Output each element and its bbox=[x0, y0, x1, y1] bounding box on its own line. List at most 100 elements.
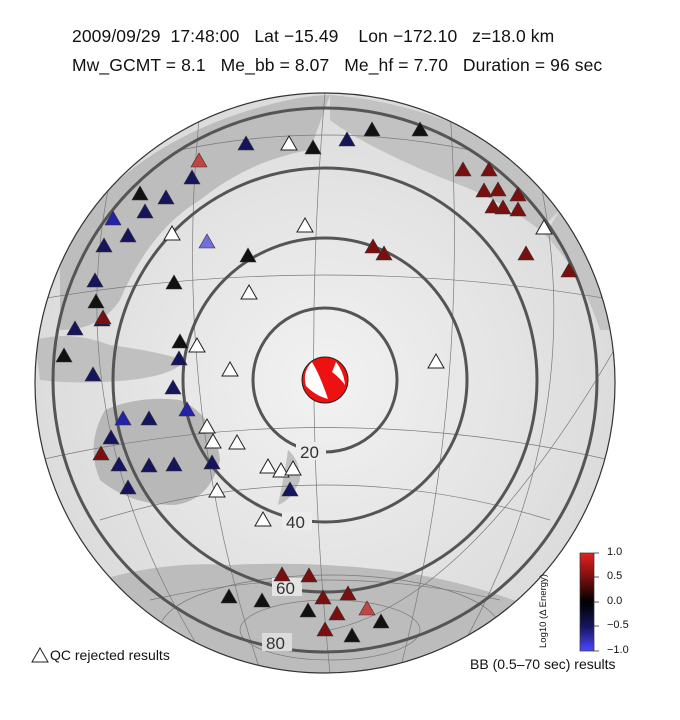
station-triangle-icon bbox=[372, 613, 390, 629]
distance-rings bbox=[51, 106, 599, 654]
station-triangle-icon bbox=[131, 185, 149, 201]
colorbar-axis-label: Log10 (Δ Energy) bbox=[538, 574, 549, 648]
station-triangle-icon bbox=[170, 350, 188, 366]
station-triangle-icon bbox=[304, 139, 322, 155]
ring-label-60: 60 bbox=[276, 579, 295, 598]
station-triangle-icon bbox=[494, 199, 512, 215]
colorbar-tick-label: 0.0 bbox=[607, 595, 623, 607]
bb-results-label: BB (0.5–70 sec) results bbox=[470, 656, 616, 672]
station-rejected-icon bbox=[198, 417, 216, 434]
station-rejected-icon bbox=[296, 216, 314, 233]
station-triangle-icon bbox=[273, 566, 291, 582]
stations-layer bbox=[55, 121, 578, 643]
distance-ring-60 bbox=[111, 166, 539, 594]
ring-label-40: 40 bbox=[286, 513, 305, 532]
station-triangle-icon bbox=[165, 456, 183, 472]
station-rejected-icon bbox=[240, 283, 258, 300]
station-triangle-icon bbox=[87, 293, 105, 309]
station-triangle-icon bbox=[140, 410, 158, 426]
ring-label-80: 80 bbox=[266, 634, 285, 653]
station-triangle-icon bbox=[140, 457, 158, 473]
header-magnitude-info: Mw_GCMT = 8.1 Me_bb = 8.07 Me_hf = 7.70 … bbox=[72, 55, 603, 75]
station-triangle-icon bbox=[281, 481, 299, 497]
station-triangle-icon bbox=[119, 479, 137, 495]
station-triangle-icon bbox=[165, 274, 183, 290]
distance-ring-80 bbox=[51, 106, 599, 654]
station-triangle-icon bbox=[94, 309, 112, 325]
colorbar-tick-label: −0.5 bbox=[607, 619, 629, 631]
colorbar-ticks bbox=[594, 552, 599, 652]
station-rejected-icon bbox=[208, 481, 226, 498]
station-triangle-icon bbox=[454, 161, 472, 177]
colorbar-tick-label: −1.0 bbox=[607, 644, 629, 656]
indonesia-land bbox=[35, 336, 185, 383]
station-triangle-icon bbox=[338, 131, 356, 147]
colorbar-tick-label: 0.5 bbox=[607, 570, 623, 582]
australia-land bbox=[93, 398, 220, 505]
station-triangle-icon bbox=[198, 233, 216, 249]
station-triangle-icon bbox=[136, 203, 154, 219]
station-triangle-icon bbox=[164, 379, 182, 395]
station-rejected-icon bbox=[188, 336, 206, 353]
station-triangle-icon bbox=[183, 169, 201, 185]
station-rejected-icon bbox=[254, 510, 272, 527]
station-triangle-icon bbox=[203, 454, 221, 470]
station-triangle-icon bbox=[484, 198, 502, 214]
station-triangle-icon bbox=[517, 245, 535, 261]
station-rejected-icon bbox=[163, 224, 181, 241]
station-triangle-icon bbox=[299, 602, 317, 618]
station-triangle-icon bbox=[237, 135, 255, 151]
station-rejected-icon bbox=[204, 432, 222, 449]
qc-rejected-legend: QC rejected results bbox=[26, 647, 170, 663]
station-rejected-icon bbox=[280, 134, 298, 151]
station-triangle-icon bbox=[328, 605, 346, 621]
station-triangle-icon bbox=[489, 181, 507, 197]
station-triangle-icon bbox=[119, 227, 137, 243]
station-triangle-icon bbox=[92, 445, 110, 461]
station-triangle-icon bbox=[55, 347, 73, 363]
beachball-icon bbox=[301, 356, 349, 404]
station-triangle-icon bbox=[239, 247, 257, 263]
station-triangle-icon bbox=[84, 366, 102, 382]
station-triangle-icon bbox=[157, 189, 175, 205]
station-triangle-icon bbox=[509, 201, 527, 217]
colorbar-tick-label: 1.0 bbox=[607, 546, 623, 558]
station-triangle-icon bbox=[364, 238, 382, 254]
station-triangle-icon bbox=[114, 410, 132, 426]
ring-labels: 20 40 60 80 bbox=[262, 442, 326, 653]
qc-rejected-label: QC rejected results bbox=[50, 647, 170, 663]
station-rejected-icon bbox=[535, 218, 553, 235]
station-triangle-icon bbox=[102, 429, 120, 445]
station-triangle-icon bbox=[110, 456, 128, 472]
ring-label-20: 20 bbox=[300, 443, 319, 462]
station-rejected-icon bbox=[427, 352, 445, 369]
station-triangle-icon bbox=[343, 627, 361, 643]
station-triangle-icon bbox=[363, 121, 381, 137]
station-triangle-icon bbox=[190, 152, 208, 168]
station-triangle-icon bbox=[475, 182, 493, 198]
station-rejected-icon bbox=[259, 457, 277, 474]
station-triangle-icon bbox=[300, 567, 318, 583]
station-triangle-icon bbox=[411, 121, 429, 137]
station-rejected-icon bbox=[272, 461, 290, 478]
station-triangle-icon bbox=[220, 588, 238, 604]
station-triangle-icon bbox=[66, 320, 84, 336]
north-america-land bbox=[545, 210, 615, 330]
station-triangle-icon bbox=[560, 262, 578, 278]
station-triangle-icon bbox=[86, 272, 104, 288]
station-triangle-icon bbox=[358, 600, 376, 616]
station-triangle-icon bbox=[95, 237, 113, 253]
station-triangle-icon bbox=[316, 621, 334, 637]
open-triangle-icon bbox=[31, 646, 49, 663]
station-triangle-icon bbox=[509, 186, 527, 202]
station-triangle-icon bbox=[339, 585, 357, 601]
station-triangle-icon bbox=[480, 161, 498, 177]
station-triangle-icon bbox=[314, 589, 332, 605]
globe-outline bbox=[34, 92, 616, 674]
station-triangle-icon bbox=[104, 210, 122, 226]
header-event-info: 2009/09/29 17:48:00 Lat −15.49 Lon −172.… bbox=[72, 26, 555, 46]
distance-ring-40 bbox=[181, 236, 469, 524]
colorbar bbox=[579, 552, 595, 652]
station-rejected-icon bbox=[284, 459, 302, 476]
